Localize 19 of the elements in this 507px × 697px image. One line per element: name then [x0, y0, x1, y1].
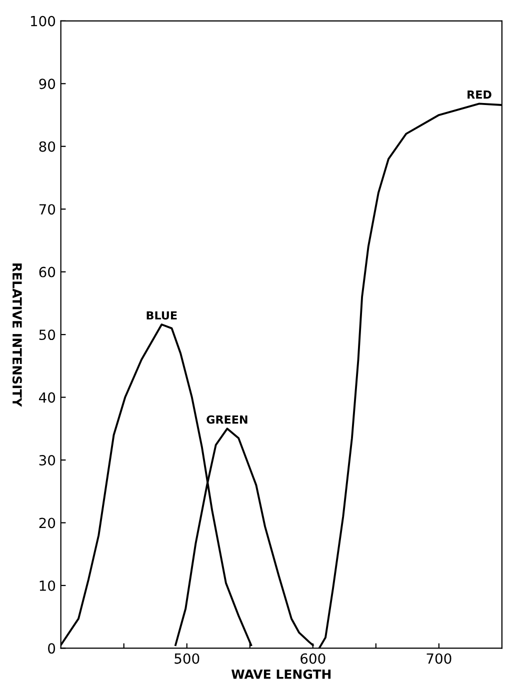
- x-tick-label: 600: [300, 653, 326, 664]
- series-label: RED: [468, 90, 492, 99]
- y-tick-label: 70: [39, 204, 56, 215]
- y-tick-label: 10: [40, 580, 56, 591]
- x-tick-label: 700: [426, 653, 452, 664]
- y-tick-label: 80: [39, 141, 56, 152]
- y-tick-label: 60: [39, 266, 56, 278]
- y-tick-label: 0: [48, 643, 56, 654]
- y-axis-title: RELATIVE INTENSITY: [12, 263, 22, 407]
- y-tick-label: 40: [38, 392, 56, 403]
- x-axis-title: WAVE LENGTH: [231, 670, 331, 679]
- x-tick-label: 500: [174, 653, 200, 664]
- series-label: BLUE: [146, 311, 177, 320]
- y-tick-label: 100: [30, 16, 56, 26]
- y-tick-label: 50: [39, 330, 56, 340]
- y-tick-label: 30: [39, 454, 56, 466]
- y-tick-label: 20: [39, 518, 56, 528]
- y-tick-label: 90: [39, 78, 56, 90]
- series-label: GREEN: [206, 415, 248, 424]
